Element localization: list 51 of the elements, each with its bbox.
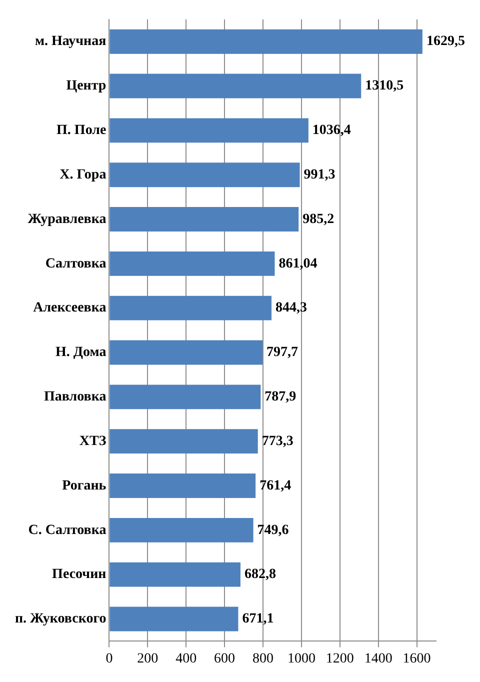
data-label: 761,4: [260, 478, 292, 494]
x-tick-label: 0: [106, 651, 113, 666]
x-tick-label: 1200: [326, 651, 354, 666]
data-label: 773,3: [262, 434, 294, 449]
bar: [110, 74, 362, 98]
data-label: 787,9: [264, 390, 296, 405]
data-label: 797,7: [266, 345, 298, 360]
x-tick-label: 1000: [287, 651, 316, 666]
y-tick-label: С. Салтовка: [28, 522, 106, 538]
bar: [110, 162, 300, 188]
y-tick-label: Песочин: [52, 567, 106, 582]
y-tick-label: ХТЗ: [79, 434, 106, 449]
y-tick-label: Журавлевка: [28, 212, 106, 227]
data-label: 991,3: [304, 167, 336, 182]
data-label: 671,1: [242, 612, 274, 627]
bar: [110, 562, 240, 587]
bar: [110, 207, 299, 232]
bar: [110, 518, 254, 542]
x-tick-label: 1600: [402, 651, 431, 666]
bar: [110, 474, 256, 498]
bar: [110, 606, 238, 632]
x-tick-label: 200: [137, 651, 158, 666]
x-tick-label: 400: [176, 651, 197, 666]
x-tick-label: 600: [214, 651, 236, 666]
y-tick-label: Центр: [66, 78, 106, 94]
x-tick-label: 1400: [364, 651, 392, 666]
bar: [110, 340, 263, 365]
data-label: 1036,4: [312, 123, 351, 138]
data-label: 682,8: [244, 567, 276, 582]
data-label: 861,04: [278, 256, 318, 272]
y-tick-label: Рогань: [62, 478, 107, 494]
x-tick-label: 800: [252, 651, 274, 666]
y-tick-label: П. Поле: [56, 123, 106, 138]
y-tick-label: Н. Дома: [56, 345, 106, 360]
y-tick-label: м. Научная: [34, 34, 107, 50]
bar: [110, 251, 275, 276]
y-tick-label: Салтовка: [45, 256, 106, 272]
y-tick-label: Алексеевка: [33, 300, 106, 316]
bar: [110, 384, 261, 410]
y-tick-label: п. Жуковского: [14, 612, 106, 627]
y-tick-label: Павловка: [44, 390, 106, 405]
data-label: 1629,5: [426, 34, 465, 50]
data-label: 844,3: [276, 300, 308, 316]
bar: [110, 118, 308, 143]
bar: [110, 429, 258, 454]
data-label: 749,6: [257, 522, 289, 538]
y-tick-label: Х. Гора: [60, 167, 106, 182]
bar: [110, 296, 272, 320]
bar: [110, 29, 422, 54]
data-label: 985,2: [302, 212, 334, 227]
data-label: 1310,5: [365, 78, 404, 94]
